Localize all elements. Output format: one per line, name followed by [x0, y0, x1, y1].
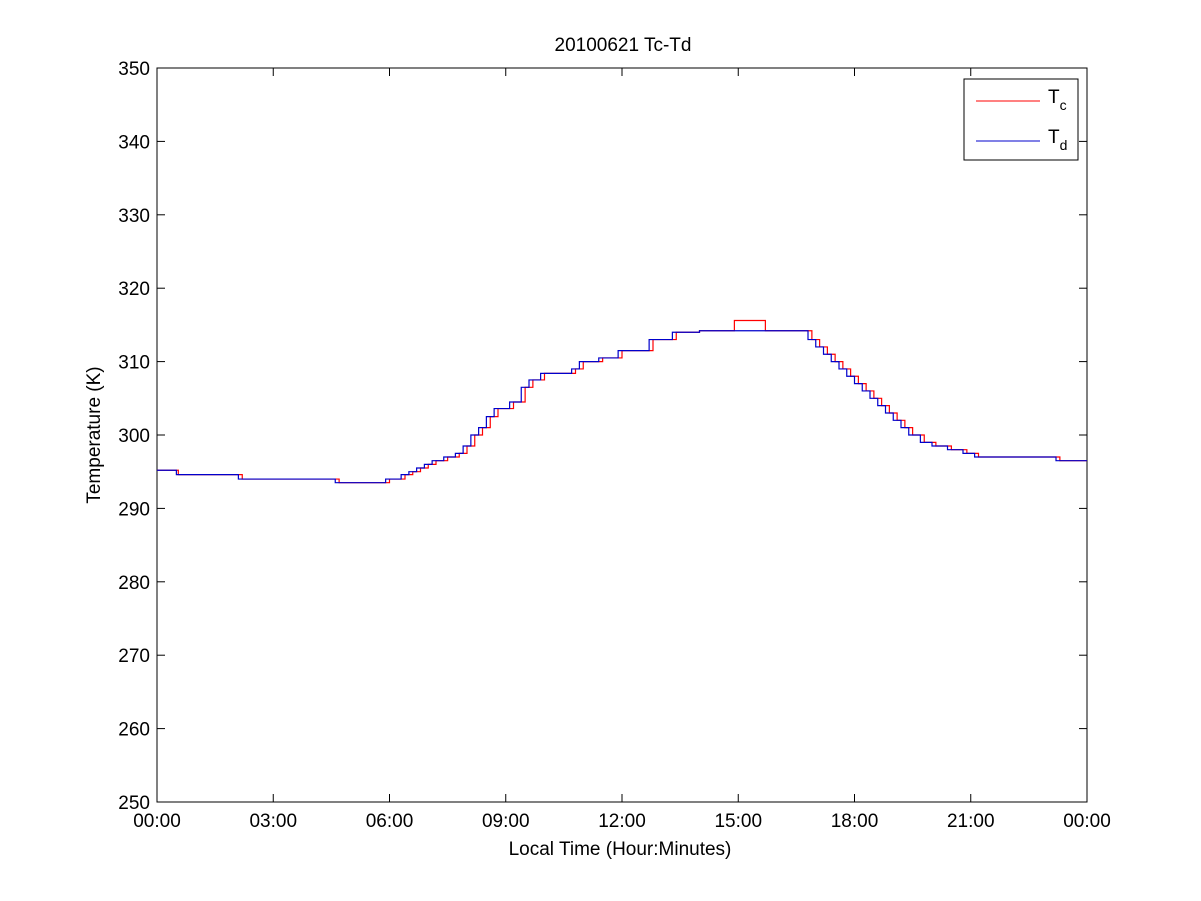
x-tick-label: 03:00 [249, 811, 297, 832]
y-tick-label: 350 [118, 59, 150, 80]
y-tick-label: 280 [118, 573, 150, 594]
series-line-tc [157, 319, 1087, 484]
plot-area [156, 67, 1088, 803]
legend-label-tc-sub: c [1060, 97, 1067, 113]
y-axis-label: Temperature (K) [84, 366, 105, 503]
y-tick-label: 340 [118, 132, 150, 153]
x-tick-label: 12:00 [598, 811, 646, 832]
axis-ticks [156, 67, 1088, 803]
x-axis-tick-labels: 00:00 03:00 06:00 09:00 12:00 15:00 18:00 21:00… [133, 811, 1111, 832]
legend: Tc Td [963, 78, 1079, 161]
y-tick-label: 300 [118, 426, 150, 447]
x-tick-label: 00:00 [133, 811, 181, 832]
legend-label-td-sub: d [1060, 137, 1068, 153]
chart-title: 20100621 Tc-Td [555, 35, 692, 56]
y-axis-tick-labels: 250 260 270 280 290 300 310 320 330 340 350 [118, 59, 150, 814]
series-line-td [157, 330, 1087, 484]
x-tick-label: 21:00 [947, 811, 995, 832]
legend-box [963, 78, 1079, 161]
x-tick-label: 18:00 [831, 811, 879, 832]
y-tick-label: 250 [118, 793, 150, 814]
legend-label-tc: Tc [1048, 87, 1067, 113]
y-tick-label: 330 [118, 206, 150, 227]
y-tick-label: 270 [118, 646, 150, 667]
x-tick-label: 15:00 [714, 811, 762, 832]
y-tick-label: 260 [118, 720, 150, 741]
x-axis-label: Local Time (Hour:Minutes) [509, 839, 732, 860]
legend-label-td-main: T [1048, 127, 1060, 148]
x-tick-label: 00:00 [1063, 811, 1111, 832]
legend-label-td: Td [1048, 127, 1067, 153]
y-tick-label: 310 [118, 353, 150, 374]
x-tick-label: 09:00 [482, 811, 530, 832]
y-tick-label: 320 [118, 279, 150, 300]
legend-label-tc-main: T [1048, 87, 1060, 108]
x-tick-label: 06:00 [366, 811, 414, 832]
series-layer [157, 319, 1087, 484]
y-tick-label: 290 [118, 499, 150, 520]
